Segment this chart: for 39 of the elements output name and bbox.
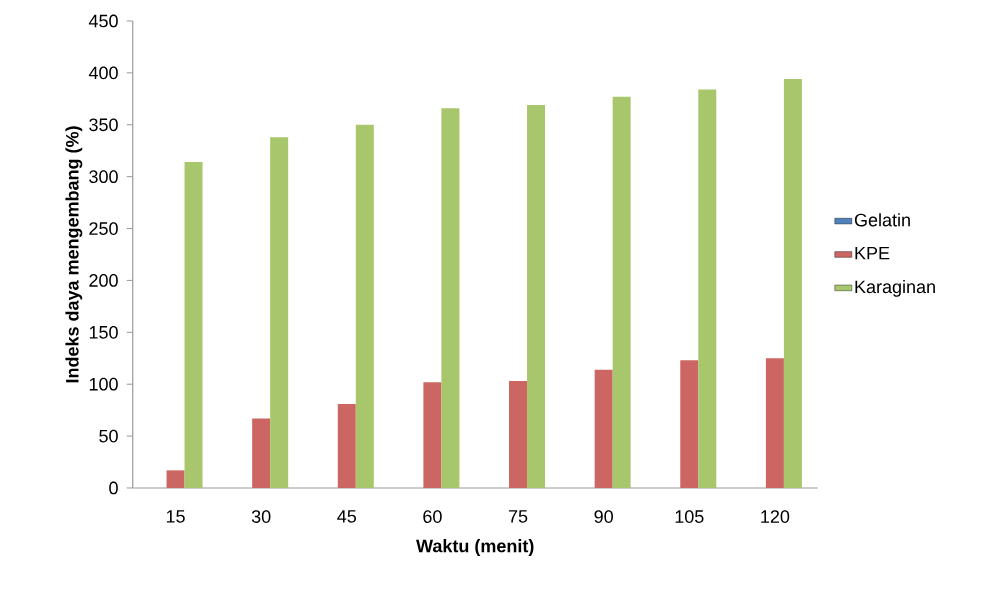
bar [594,369,613,488]
x-tick-label: 15 [166,510,185,523]
y-tick-label: 100 [89,377,118,391]
y-tick-label: 250 [89,222,118,235]
x-tick-label: 45 [337,510,357,523]
y-tick-label: 50 [99,429,118,443]
legend-label: Karaginan [855,280,935,297]
bar [698,89,717,488]
bar [252,418,271,488]
x-tick-label: 90 [594,510,613,523]
y-tick-label: 450 [88,14,118,28]
bar [270,137,289,488]
y-tick-label: 350 [89,118,118,132]
bar [509,381,528,488]
x-tick-label: 75 [508,510,528,523]
x-axis-title: Waktu (menit) [416,539,534,556]
bar [184,162,203,488]
bar [527,105,546,488]
bar [166,470,185,488]
bar [423,382,442,488]
legend-label: Gelatin [854,213,910,227]
x-tick-label: 120 [761,510,790,523]
x-tick-label: 30 [251,510,271,523]
y-tick-label: 200 [89,274,118,287]
bar [441,108,460,488]
bar [765,358,784,488]
y-axis-title: Indeks daya mengembang (%) [65,126,83,383]
y-tick-label: 0 [109,481,118,495]
bar [783,79,802,488]
bar [355,124,374,488]
legend-label: KPE [855,246,890,260]
y-tick-label: 150 [89,325,118,339]
y-tick-label: 400 [88,66,118,80]
bar [680,360,699,488]
x-tick-label: 105 [675,510,704,523]
bar [612,96,631,488]
bar [337,403,356,488]
x-tick-label: 60 [423,510,442,523]
y-tick-label: 300 [89,170,118,184]
